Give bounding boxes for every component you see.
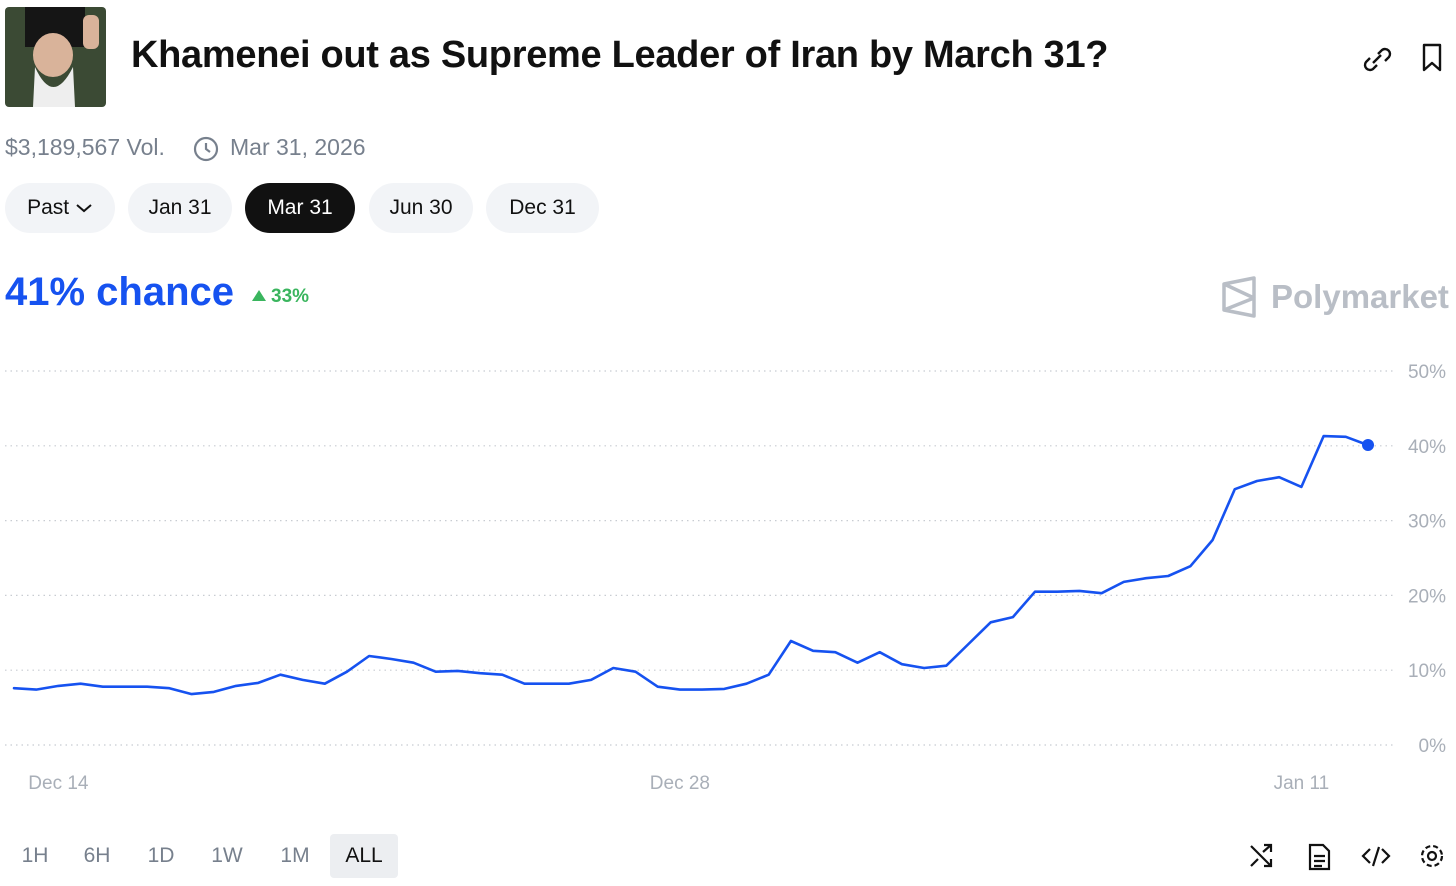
- chart: 0% 10% 20% 30% 40% 50% Dec 14 Dec 28 Jan 11: [5, 362, 1447, 794]
- link-icon[interactable]: [1362, 44, 1392, 74]
- bookmark-icon[interactable]: [1418, 42, 1446, 74]
- clock-icon: [193, 136, 219, 162]
- range-button-selected[interactable]: ALL: [330, 834, 398, 878]
- brand: Polymarket: [1271, 278, 1449, 315]
- range-button[interactable]: 1M: [280, 844, 310, 867]
- y-tick-label: 50%: [1408, 362, 1446, 383]
- y-tick-label: 0%: [1419, 736, 1447, 757]
- shuffle-icon[interactable]: [1250, 843, 1273, 868]
- avatar: [5, 7, 106, 107]
- tab-selected[interactable]: Mar 31: [245, 183, 355, 233]
- doc-icon[interactable]: [1308, 843, 1331, 871]
- tab[interactable]: Past: [5, 183, 115, 233]
- tab[interactable]: Dec 31: [486, 183, 599, 233]
- market-title: Khamenei out as Supreme Leader of Iran b…: [131, 34, 1109, 76]
- range-button[interactable]: 1W: [211, 844, 243, 867]
- y-tick-label: 10%: [1408, 661, 1446, 682]
- range-button[interactable]: 1H: [21, 844, 49, 867]
- embed-icon[interactable]: [1361, 846, 1391, 867]
- brand-logo: [1222, 276, 1256, 318]
- volume: $3,189,567 Vol.: [5, 134, 165, 160]
- price-line: [12, 434, 1370, 696]
- last-point: [1362, 439, 1374, 452]
- tab-label: Past: [27, 196, 70, 219]
- settings-icon[interactable]: [1420, 844, 1444, 868]
- x-tick-label: Dec 28: [650, 773, 710, 794]
- tab[interactable]: Jan 31: [128, 183, 232, 233]
- toolbar-icons: [1250, 843, 1444, 871]
- range-button[interactable]: 1D: [147, 844, 175, 867]
- y-tick-label: 40%: [1408, 437, 1446, 458]
- x-tick-label: Dec 14: [28, 773, 89, 794]
- x-tick-label: Jan 11: [1274, 773, 1330, 794]
- tab[interactable]: Jun 30: [369, 183, 473, 233]
- y-tick-label: 30%: [1408, 512, 1446, 533]
- end-date: Mar 31, 2026: [230, 134, 366, 160]
- chevron: [76, 204, 92, 213]
- change: 33%: [271, 286, 310, 307]
- up-arrow: [252, 290, 266, 301]
- chance: 41% chance: [5, 270, 235, 314]
- range-button[interactable]: 6H: [83, 844, 111, 867]
- y-tick-label: 20%: [1408, 586, 1446, 607]
